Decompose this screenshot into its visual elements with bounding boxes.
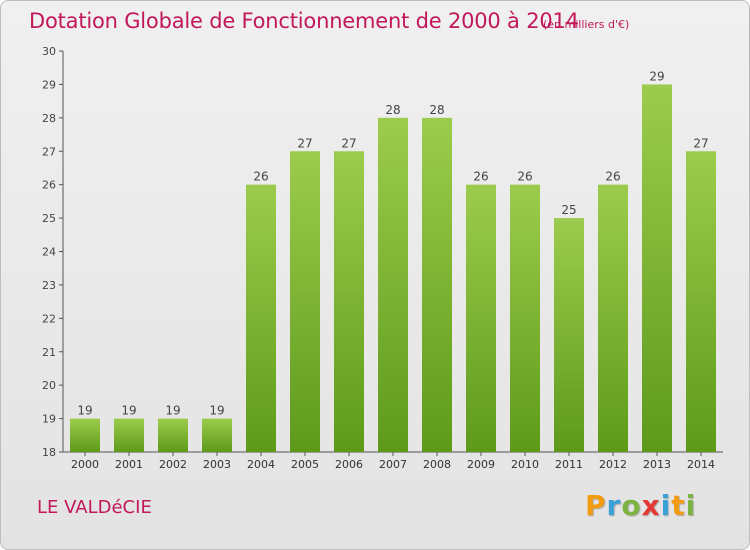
bar-2014 xyxy=(686,151,716,452)
data-label-2006: 27 xyxy=(341,136,356,150)
bar-2006 xyxy=(334,151,364,452)
y-tick-label: 29 xyxy=(42,78,56,91)
bar-2002 xyxy=(158,418,188,452)
data-label-2009: 26 xyxy=(473,170,488,184)
logo-letter: P xyxy=(585,489,607,522)
bar-2003 xyxy=(202,418,232,452)
x-tick-label-2008: 2008 xyxy=(423,458,451,471)
bar-2008 xyxy=(422,117,452,452)
y-tick-label: 20 xyxy=(42,379,56,392)
y-tick-label: 25 xyxy=(42,212,56,225)
data-label-2005: 27 xyxy=(297,136,312,150)
y-tick-label: 24 xyxy=(42,246,56,259)
x-tick-label-2002: 2002 xyxy=(159,458,187,471)
chart-unit-note: (en milliers d'€) xyxy=(543,18,630,31)
x-tick-label-2007: 2007 xyxy=(379,458,407,471)
data-label-2013: 29 xyxy=(649,69,664,83)
proxiti-logo[interactable]: Proxiti xyxy=(585,489,696,522)
x-tick-label-2014: 2014 xyxy=(687,458,715,471)
bar-2009 xyxy=(466,184,496,452)
data-label-2003: 19 xyxy=(209,404,224,418)
logo-letter: o xyxy=(621,489,642,522)
x-tick-label-2012: 2012 xyxy=(599,458,627,471)
data-label-2010: 26 xyxy=(517,170,532,184)
x-tick-label-2006: 2006 xyxy=(335,458,363,471)
logo-letter: i xyxy=(660,489,672,522)
chart-title: Dotation Globale de Fonctionnement de 20… xyxy=(29,9,579,33)
bar-2000 xyxy=(70,418,100,452)
data-label-2007: 28 xyxy=(385,103,400,117)
data-label-2014: 27 xyxy=(693,136,708,150)
bar-2005 xyxy=(290,151,320,452)
x-tick-label-2011: 2011 xyxy=(555,458,583,471)
logo-letter: r xyxy=(606,489,622,522)
y-tick-label: 23 xyxy=(42,279,56,292)
logo-letter: t xyxy=(671,489,686,522)
y-tick-label: 28 xyxy=(42,112,56,125)
data-label-2008: 28 xyxy=(429,103,444,117)
y-tick-label: 18 xyxy=(42,446,56,459)
x-tick-label-2003: 2003 xyxy=(203,458,231,471)
y-tick-label: 27 xyxy=(42,145,56,158)
bar-2010 xyxy=(510,184,540,452)
bar-2013 xyxy=(642,84,672,453)
bar-2004 xyxy=(246,184,276,452)
x-tick-label-2010: 2010 xyxy=(511,458,539,471)
data-label-2000: 19 xyxy=(77,404,92,418)
x-tick-label-2005: 2005 xyxy=(291,458,319,471)
y-tick-label: 30 xyxy=(42,45,56,58)
x-tick-label-2001: 2001 xyxy=(115,458,143,471)
bar-2011 xyxy=(554,218,584,452)
bar-2012 xyxy=(598,184,628,452)
logo-letter: x xyxy=(641,489,661,522)
data-label-2002: 19 xyxy=(165,404,180,418)
y-tick-label: 22 xyxy=(42,312,56,325)
x-tick-label-2013: 2013 xyxy=(643,458,671,471)
bar-2001 xyxy=(114,418,144,452)
data-label-2001: 19 xyxy=(121,404,136,418)
data-label-2012: 26 xyxy=(605,170,620,184)
y-tick-label: 21 xyxy=(42,346,56,359)
commune-name: LE VALDéCIE xyxy=(37,497,152,518)
y-tick-label: 26 xyxy=(42,179,56,192)
x-tick-label-2004: 2004 xyxy=(247,458,275,471)
logo-letter: i xyxy=(685,489,697,522)
y-tick-label: 19 xyxy=(42,413,56,426)
data-label-2004: 26 xyxy=(253,170,268,184)
x-tick-label-2000: 2000 xyxy=(71,458,99,471)
x-tick-label-2009: 2009 xyxy=(467,458,495,471)
data-label-2011: 25 xyxy=(561,203,576,217)
bar-2007 xyxy=(378,117,408,452)
